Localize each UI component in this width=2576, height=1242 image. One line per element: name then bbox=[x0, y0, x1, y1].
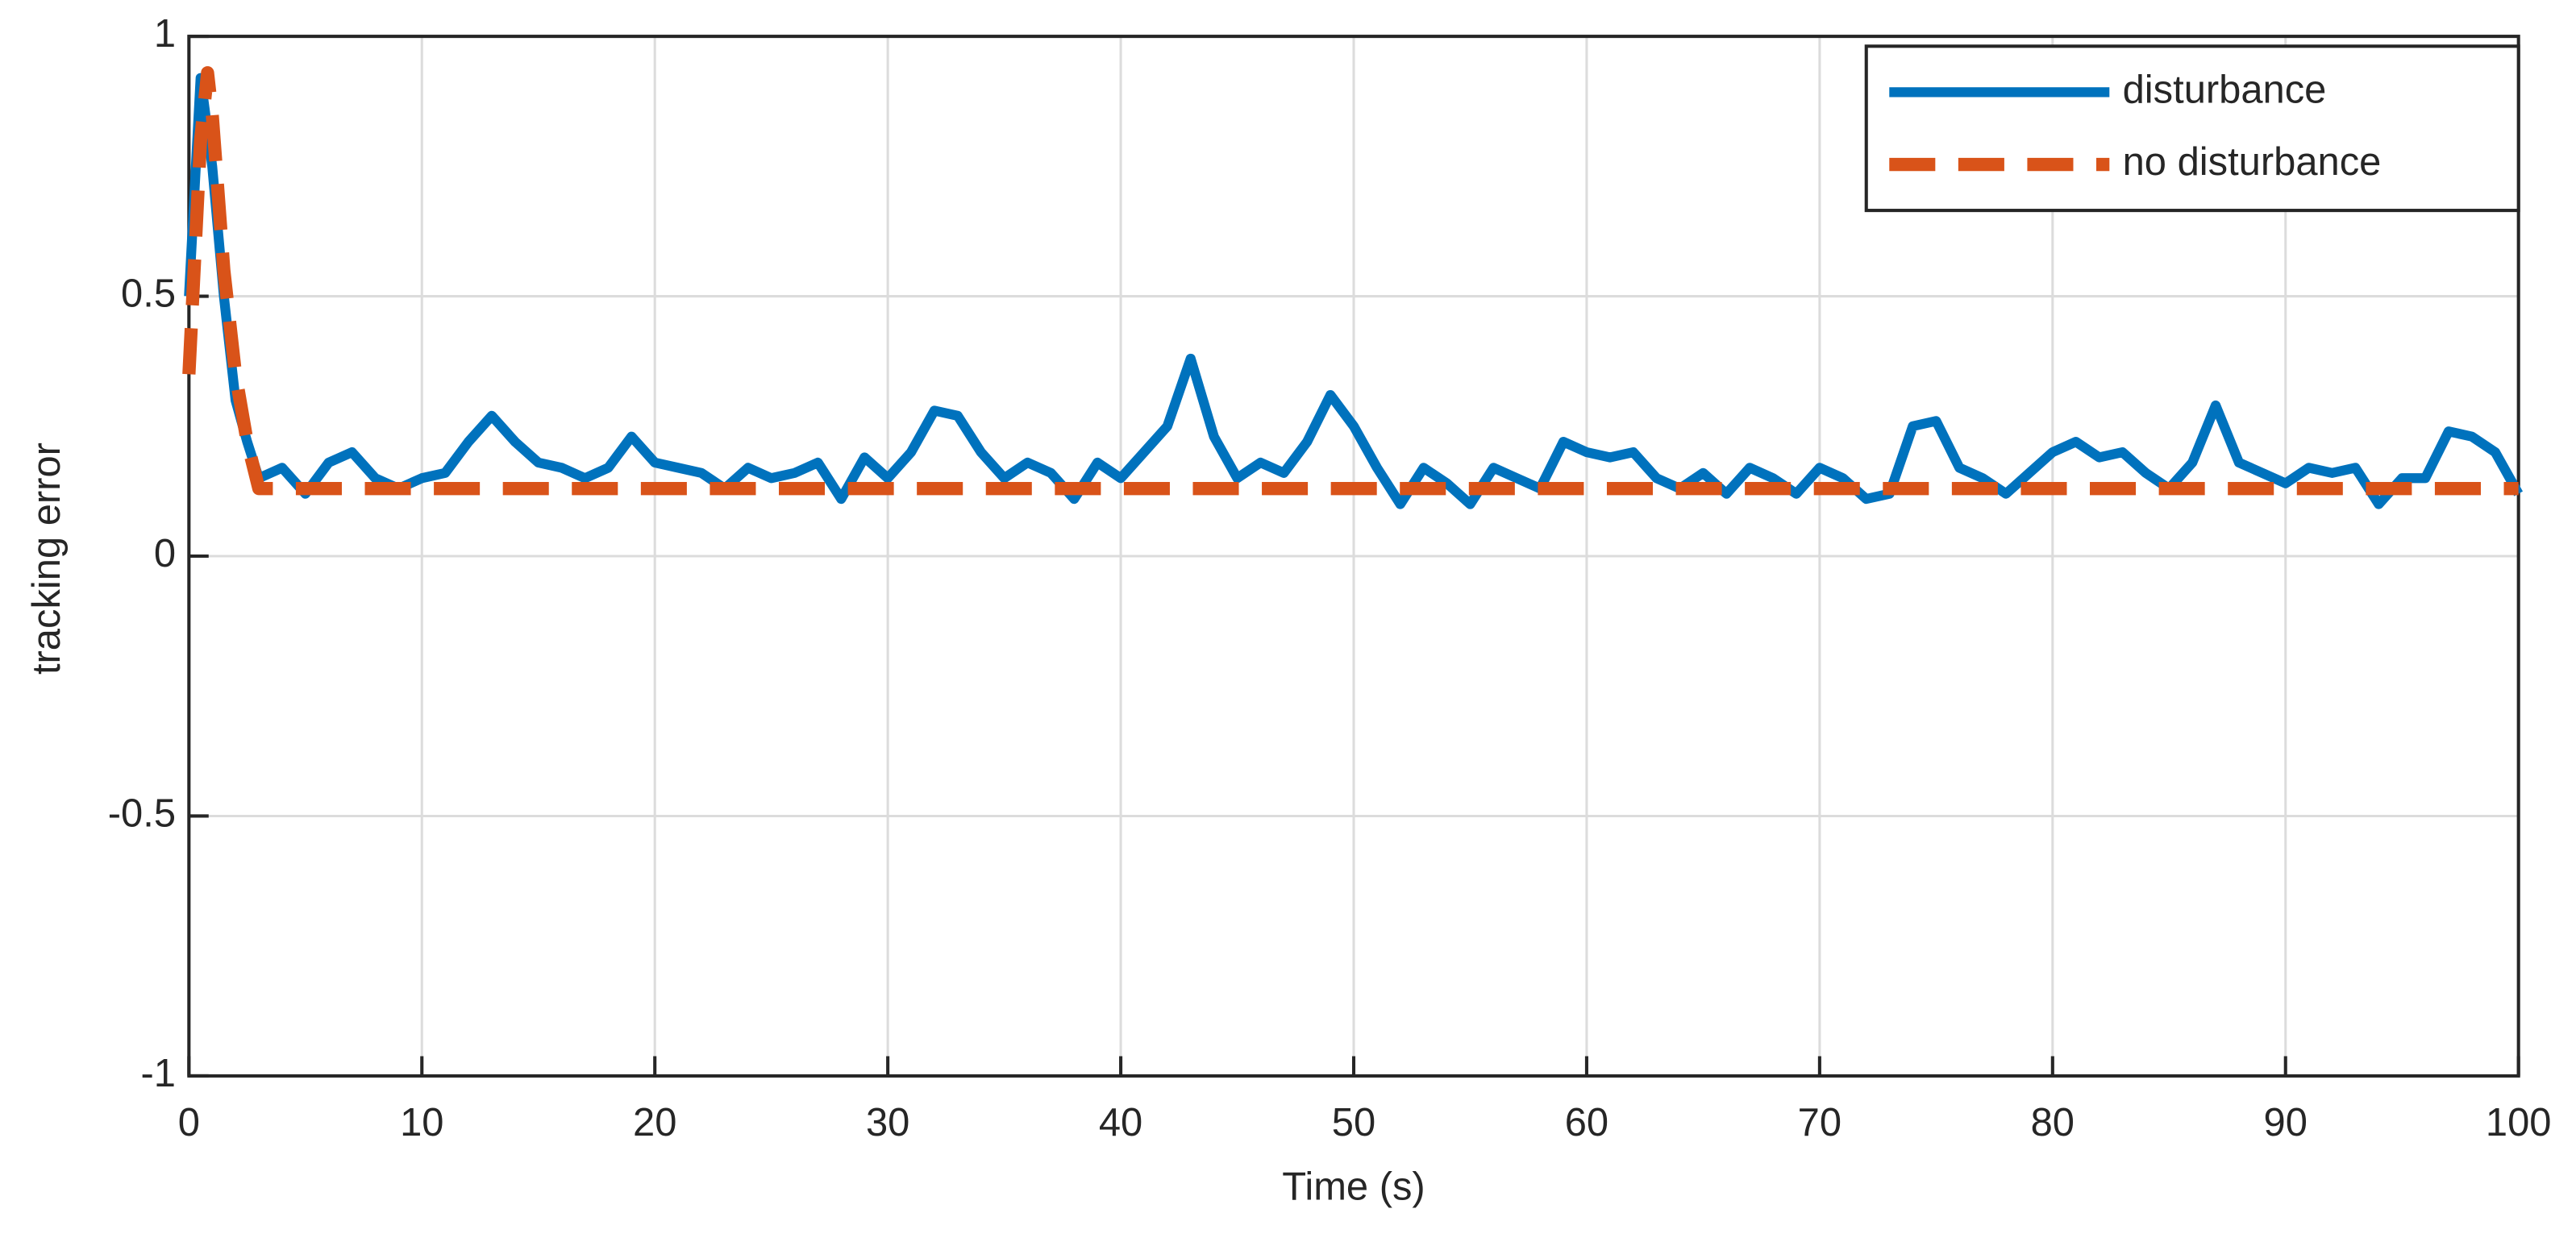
x-axis-label: Time (s) bbox=[1282, 1165, 1425, 1208]
data-line bbox=[184, 73, 2524, 509]
y-tick-label: -1 bbox=[141, 1052, 176, 1095]
data-line bbox=[182, 66, 2519, 496]
x-tick-label: 40 bbox=[1099, 1101, 1142, 1144]
legend-box bbox=[1864, 44, 2520, 213]
x-tick-label: 20 bbox=[633, 1101, 676, 1144]
plot-frame bbox=[187, 35, 2520, 1078]
x-tick-label: 0 bbox=[178, 1101, 200, 1144]
legend-label: no disturbance bbox=[2123, 140, 2382, 184]
x-tick-label: 90 bbox=[2264, 1101, 2308, 1144]
x-tick-label: 10 bbox=[400, 1101, 443, 1144]
x-tick-label: 80 bbox=[2031, 1101, 2075, 1144]
y-tick-label: 0.5 bbox=[121, 272, 176, 315]
y-tick-label: 0 bbox=[154, 532, 176, 575]
x-tick-label: 50 bbox=[1332, 1101, 1375, 1144]
y-tick-label: -0.5 bbox=[108, 791, 176, 835]
x-tick-label: 70 bbox=[1798, 1101, 1841, 1144]
y-axis-label: tracking error bbox=[25, 442, 69, 675]
x-tick-label: 100 bbox=[2486, 1101, 2552, 1144]
legend-label: disturbance bbox=[2123, 68, 2327, 111]
x-tick-label: 30 bbox=[866, 1101, 909, 1144]
x-tick-label: 60 bbox=[1565, 1101, 1608, 1144]
y-tick-label: 1 bbox=[154, 12, 176, 56]
